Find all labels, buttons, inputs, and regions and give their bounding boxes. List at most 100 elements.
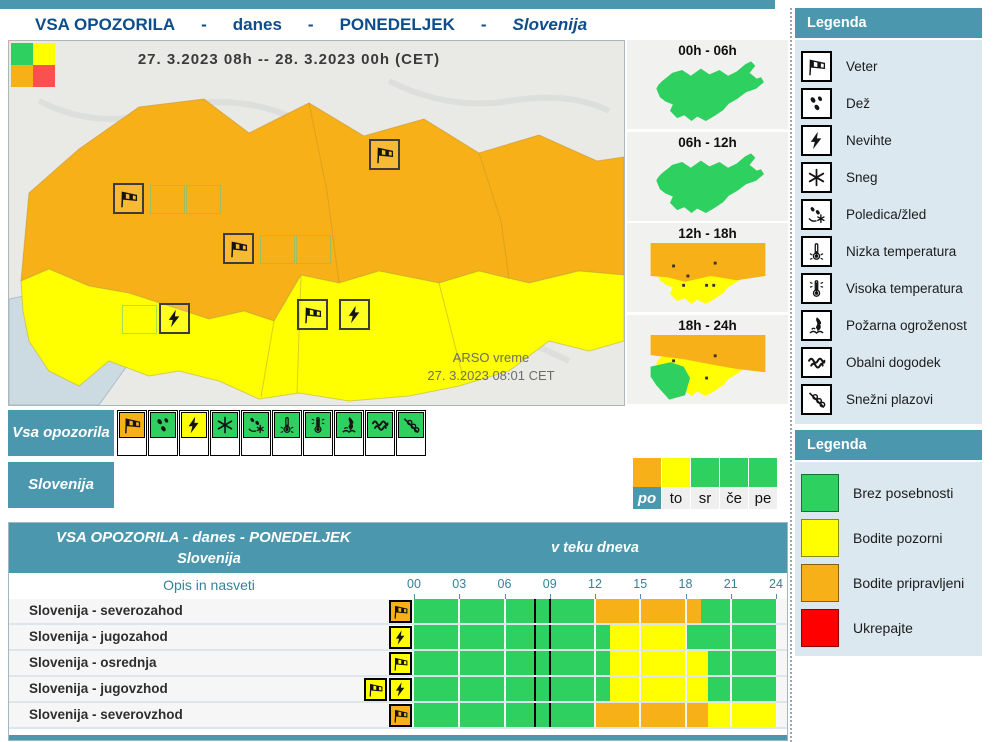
mini-map-00h-06h[interactable]: 00h - 06h xyxy=(627,40,788,129)
map-marker-veter xyxy=(369,139,400,170)
obalni-icon xyxy=(806,352,827,373)
legend-warning-types: Legenda Veter Dež Nevihte Sneg Poledica/žled… xyxy=(795,8,982,424)
timeline-gridline xyxy=(729,677,732,701)
warning-timeline xyxy=(414,677,776,701)
map-period-label: 27. 3.2023 08h -- 28. 3.2023 00h (CET) xyxy=(137,51,441,68)
legend-icon-tile xyxy=(801,384,832,415)
warning-type-nevihte[interactable] xyxy=(179,410,209,456)
warning-type-poledica[interactable] xyxy=(241,410,271,456)
legend-level-label: Bodite pripravljeni xyxy=(853,574,965,591)
plazovi-icon xyxy=(401,415,421,435)
timeline-gridline xyxy=(639,703,642,727)
empty-warning-cell xyxy=(260,235,295,264)
row-warning-tile-veter xyxy=(364,678,387,701)
veter-icon xyxy=(118,188,139,209)
legend-icon-tile xyxy=(801,273,832,304)
timeline-gridline xyxy=(458,599,461,623)
warning-map[interactable]: 27. 3.2023 08h -- 28. 3.2023 00h (CET) A… xyxy=(8,40,625,406)
day-tab-sr[interactable]: sr xyxy=(691,458,719,509)
current-time-mark xyxy=(533,599,536,623)
panel-separator xyxy=(790,8,792,742)
legend-item-poledica: Poledica/žled xyxy=(801,196,982,233)
warning-type-pozar[interactable] xyxy=(334,410,364,456)
warning-type-strip xyxy=(117,410,427,456)
warning-type-obalni[interactable] xyxy=(365,410,395,456)
day-severity-swatch xyxy=(691,458,719,487)
timeline-gridline xyxy=(503,651,506,675)
mini-map-18h-24h[interactable]: 18h - 24h xyxy=(627,314,788,404)
map-credit-line1: ARSO vreme xyxy=(452,350,530,365)
legend-types-title: Legenda xyxy=(795,8,982,38)
warning-timeline xyxy=(414,599,776,623)
veter-icon xyxy=(392,707,409,724)
day-tab-če[interactable]: če xyxy=(720,458,748,509)
current-time-mark xyxy=(548,677,551,701)
region-row-label[interactable]: Slovenija - severovzhod xyxy=(29,707,183,722)
legend-icon-tile xyxy=(801,88,832,119)
timeline-segment-green xyxy=(414,677,611,701)
legend-severity-levels: Legenda Brez posebnosti Bodite pozorni Bod… xyxy=(795,430,982,656)
warning-type-visoka[interactable] xyxy=(303,410,333,456)
timeline-segment-orange xyxy=(595,599,701,623)
poledica-icon xyxy=(806,204,827,225)
mini-map-svg xyxy=(656,61,764,121)
hour-label: 00 xyxy=(407,577,421,591)
title-part-all-warnings: VSA OPOZORILA xyxy=(35,15,176,34)
day-severity-swatch xyxy=(662,458,690,487)
timeline-gridline xyxy=(458,677,461,701)
mini-map-svg xyxy=(656,244,764,304)
warning-type-tile xyxy=(150,412,176,438)
region-south-yellow xyxy=(20,268,624,402)
hour-label: 12 xyxy=(588,577,602,591)
day-severity-swatch xyxy=(720,458,748,487)
timeline-gridline xyxy=(594,677,596,701)
mini-map-12h-18h[interactable]: 12h - 18h xyxy=(627,223,788,312)
timeline-gridline xyxy=(639,599,642,623)
nevihte-icon xyxy=(392,629,409,646)
legend-item-sneg: Sneg xyxy=(801,159,982,196)
timeline-segment-green xyxy=(708,677,776,701)
warning-type-dez[interactable] xyxy=(148,410,178,456)
veter-icon xyxy=(228,238,249,259)
warning-type-nizka[interactable] xyxy=(272,410,302,456)
table-header: VSA OPOZORILA - danes - PONEDELJEK Slove… xyxy=(9,523,787,573)
region-row-label[interactable]: Slovenija - jugozahod xyxy=(29,629,168,644)
legend-icon-tile xyxy=(801,236,832,267)
warning-type-plazovi[interactable] xyxy=(396,410,426,456)
map-marker-nevihte xyxy=(339,299,370,330)
severity-quad-legend xyxy=(11,43,55,87)
region-row-label[interactable]: Slovenija - severozahod xyxy=(29,603,183,618)
nevihte-icon xyxy=(392,681,409,698)
table-subheader: Opis in nasveti 00 03 06 09 12 15 18 21 24 xyxy=(9,573,787,599)
day-tab-to[interactable]: to xyxy=(662,458,690,509)
title-part-region: Slovenija xyxy=(512,15,588,34)
legend-item-label: Nizka temperatura xyxy=(846,244,957,259)
region-slovenija-button[interactable]: Slovenija xyxy=(8,462,114,508)
current-time-mark xyxy=(548,625,551,649)
sneg-icon xyxy=(215,415,235,435)
timeline-gridline xyxy=(639,625,642,649)
desc-header: Opis in nasveti xyxy=(163,577,255,593)
veter-icon xyxy=(374,144,395,165)
mini-map-06h-12h[interactable]: 06h - 12h xyxy=(627,131,788,221)
region-row-label[interactable]: Slovenija - osrednja xyxy=(29,655,157,670)
day-tab-po[interactable]: po xyxy=(633,458,661,509)
warning-type-tile xyxy=(212,412,238,438)
hour-tick xyxy=(685,594,687,599)
table-title: VSA OPOZORILA - danes - PONEDELJEK xyxy=(56,529,351,546)
sneg-icon xyxy=(806,167,827,188)
warning-type-tile xyxy=(398,412,424,438)
timeline-gridline xyxy=(503,677,506,701)
row-warning-icons xyxy=(389,600,412,624)
mini-map-label: 00h - 06h xyxy=(678,43,737,58)
all-warnings-button[interactable]: Vsa opozorila xyxy=(8,410,114,456)
day-tab-pe[interactable]: pe xyxy=(749,458,777,509)
row-warning-icons xyxy=(364,678,412,702)
region-row-label[interactable]: Slovenija - jugovzhod xyxy=(29,681,168,696)
legend-level-item: Bodite pozorni xyxy=(801,515,982,560)
hour-label: 18 xyxy=(678,577,693,591)
warning-type-sneg[interactable] xyxy=(210,410,240,456)
timeline-gridline xyxy=(639,677,642,701)
timeline-gridline xyxy=(684,651,687,675)
warning-type-veter[interactable] xyxy=(117,410,147,456)
